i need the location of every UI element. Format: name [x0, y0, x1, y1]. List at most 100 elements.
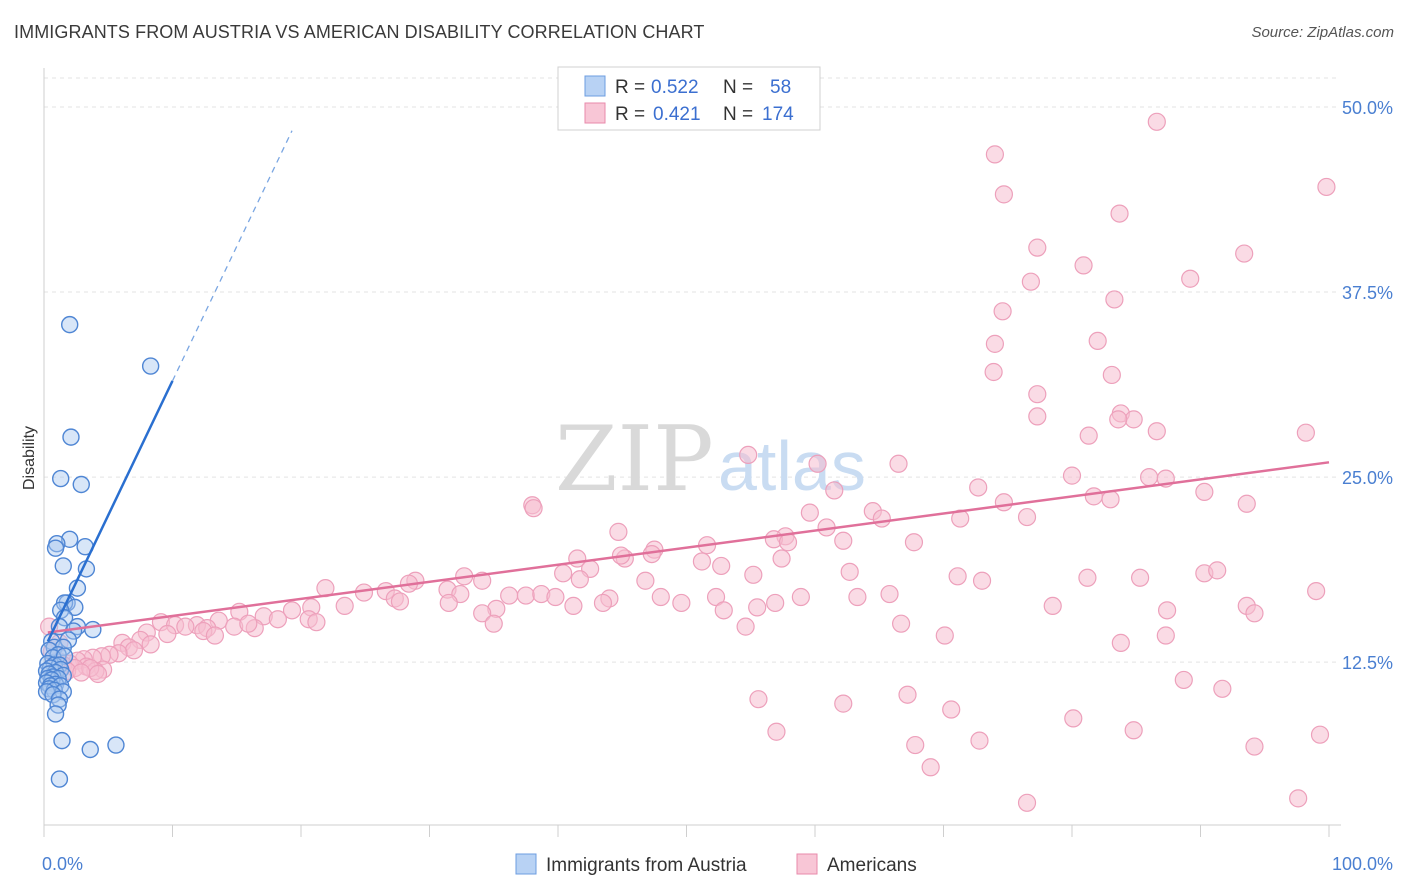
y-tick-label-1: 25.0%	[1342, 468, 1393, 488]
americans-point-142	[88, 664, 108, 684]
americans-point-170	[834, 694, 853, 713]
austria-point-53	[46, 705, 65, 723]
americans-point-86	[593, 593, 613, 613]
americans-point-126	[124, 641, 144, 660]
legend-n-value-2: 174	[762, 104, 794, 125]
americans-point-165	[1064, 709, 1083, 728]
americans-point-5	[1028, 238, 1047, 257]
americans-point-164	[970, 731, 989, 750]
legend-n-label-1: N =	[723, 77, 753, 98]
correlation-legend: R = 0.522 N = 58 R = 0.421 N = 174	[557, 66, 821, 131]
americans-point-24	[739, 445, 758, 465]
americans-point-13	[985, 334, 1005, 353]
y-axis-label: Disability	[21, 426, 38, 490]
austria-point-4	[72, 475, 90, 494]
americans-point-33	[1084, 487, 1103, 506]
americans-point-11	[993, 302, 1012, 321]
americans-point-65	[948, 567, 967, 586]
americans-point-6	[1235, 244, 1254, 263]
austria-point-57	[50, 770, 69, 788]
americans-point-40	[800, 503, 819, 522]
americans-point-60	[554, 564, 573, 583]
americans-point-21	[1147, 422, 1166, 441]
austria-trend-extension	[171, 130, 293, 382]
americans-point-117	[176, 617, 195, 636]
legend-swatch-pink	[584, 102, 606, 124]
americans-point-58	[692, 552, 712, 571]
americans-point-90	[848, 587, 867, 607]
x-tick-label-0: 0.0%	[42, 854, 83, 874]
americans-point-93	[791, 587, 810, 607]
americans-point-156	[1111, 633, 1130, 653]
series-label-austria: Immigrants from Austria	[546, 855, 747, 876]
americans-point-88	[651, 587, 670, 607]
americans-point-161	[942, 700, 961, 719]
americans-point-82	[516, 586, 535, 605]
americans-point-2	[1317, 177, 1336, 197]
legend-n-value-1: 58	[770, 77, 791, 98]
americans-point-106	[268, 610, 287, 629]
austria-point-14	[66, 598, 84, 617]
americans-point-32	[825, 481, 844, 500]
americans-point-1	[985, 145, 1005, 164]
americans-point-95	[748, 598, 767, 617]
austria-point-55	[81, 740, 99, 759]
americans-point-28	[1139, 468, 1159, 487]
americans-point-114	[239, 614, 258, 633]
americans-point-153	[1245, 604, 1264, 623]
americans-point-100	[390, 592, 410, 611]
series-legend: Immigrants from Austria Americans	[515, 853, 917, 876]
legend-r-label-2: R =	[615, 104, 645, 125]
legend-r-value-2: 0.421	[653, 104, 701, 125]
americans-point-121	[158, 624, 177, 644]
americans-point-123	[141, 635, 160, 654]
americans-point-98	[473, 604, 492, 623]
y-tick-label-0: 12.5%	[1342, 653, 1393, 673]
americans-point-66	[1078, 568, 1097, 587]
americans-point-8	[1181, 269, 1200, 288]
americans-point-31	[1195, 482, 1214, 502]
americans-point-63	[840, 562, 859, 581]
source-credit: Source: ZipAtlas.com	[1251, 24, 1394, 41]
americans-point-19	[1079, 426, 1098, 445]
americans-point-147	[736, 617, 755, 636]
americans-point-34	[1237, 494, 1256, 513]
americans-point-38	[524, 499, 543, 518]
americans-point-49	[778, 533, 798, 552]
chart-title: IMMIGRANTS FROM AUSTRIA VS AMERICAN DISA…	[14, 22, 705, 42]
austria-point-2	[62, 428, 80, 446]
watermark-zip: ZIP	[555, 407, 714, 512]
americans-point-91	[880, 584, 899, 604]
series-label-americans: Americans	[827, 855, 917, 876]
americans-point-172	[921, 758, 940, 777]
americans-point-167	[1245, 737, 1264, 756]
austria-point-56	[107, 736, 125, 754]
americans-point-101	[335, 596, 354, 616]
americans-point-151	[1043, 596, 1062, 616]
americans-point-154	[1307, 581, 1326, 601]
americans-point-18	[1124, 410, 1143, 429]
americans-point-9	[1021, 272, 1040, 291]
watermark-atlas: atlas	[718, 427, 866, 505]
americans-point-20	[1109, 410, 1128, 429]
americans-point-43	[1017, 507, 1037, 527]
americans-point-163	[749, 690, 768, 709]
americans-point-45	[609, 522, 628, 541]
americans-point-162	[1213, 679, 1232, 698]
americans-point-59	[712, 556, 731, 576]
austria-trend-line	[46, 380, 174, 642]
americans-point-15	[1102, 365, 1121, 385]
y-tick-label-2: 37.5%	[1342, 283, 1393, 303]
americans-point-160	[1174, 670, 1193, 690]
americans-point-94	[766, 593, 785, 613]
americans-point-166	[1124, 721, 1143, 740]
y-tick-label-3: 50.0%	[1342, 98, 1393, 118]
americans-point-30	[969, 478, 988, 497]
austria-points	[37, 315, 160, 788]
americans-point-96	[714, 601, 733, 620]
legend-n-label-2: N =	[723, 104, 753, 125]
americans-point-4	[1110, 204, 1129, 223]
americans-point-12	[1088, 331, 1107, 351]
americans-point-10	[1105, 290, 1124, 309]
americans-point-41	[872, 509, 891, 528]
